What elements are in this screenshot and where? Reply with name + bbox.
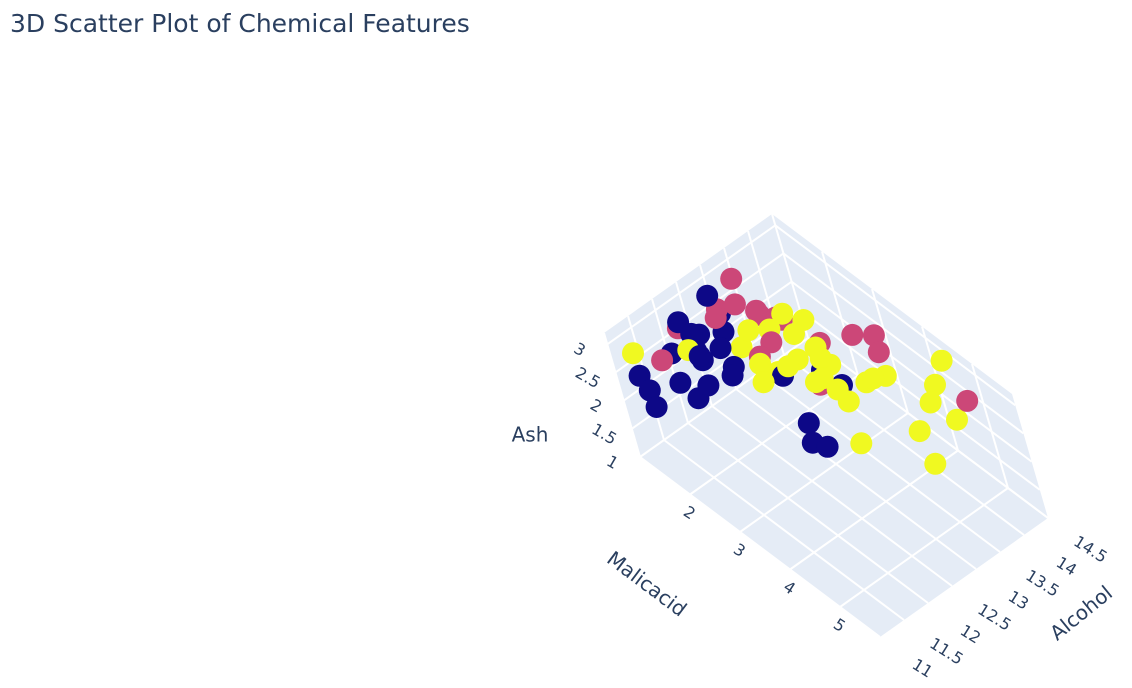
data-point-dark_blue[interactable]	[638, 379, 661, 402]
data-point-dark_blue[interactable]	[697, 374, 720, 397]
floor-pane	[640, 338, 1048, 637]
grid-line-y	[739, 412, 909, 533]
data-point-yellow[interactable]	[930, 349, 953, 372]
data-point-yellow[interactable]	[908, 420, 931, 443]
grid-line-y	[839, 487, 1009, 608]
data-point-yellow[interactable]	[850, 432, 873, 455]
data-point-magenta[interactable]	[867, 341, 890, 364]
data-point-dark_blue[interactable]	[669, 371, 692, 394]
data-point-magenta[interactable]	[720, 267, 743, 290]
data-point-yellow[interactable]	[809, 347, 832, 370]
chart-title: 3D Scatter Plot of Chemical Features	[10, 9, 470, 38]
data-point-yellow[interactable]	[749, 352, 772, 375]
y-tick-label: 2	[680, 502, 699, 523]
z-tick-label: 3	[571, 339, 589, 361]
y-tick-label: 5	[830, 614, 849, 635]
grid-line-y	[971, 363, 1009, 489]
data-point-yellow[interactable]	[752, 371, 775, 394]
x-tick-label: 12	[957, 621, 984, 648]
data-point-magenta[interactable]	[841, 323, 864, 346]
data-point-dark_blue[interactable]	[645, 396, 668, 418]
data-point-magenta[interactable]	[862, 324, 885, 347]
z-axis-title: Ash	[512, 423, 549, 447]
data-point-yellow[interactable]	[777, 355, 800, 378]
grid-line-z	[639, 337, 809, 458]
data-point-dark_blue[interactable]	[688, 345, 711, 367]
data-point-yellow[interactable]	[737, 319, 760, 342]
grid-line-z	[782, 252, 1025, 435]
data-point-yellow[interactable]	[730, 336, 753, 359]
x-tick-label: 14	[1053, 553, 1080, 580]
data-point-yellow[interactable]	[924, 452, 947, 475]
x-tick-label: 13	[1005, 587, 1032, 614]
axis-panes	[604, 214, 1048, 637]
data-point-magenta[interactable]	[723, 293, 746, 316]
data-point-yellow[interactable]	[919, 391, 942, 414]
data-point-dark_blue[interactable]	[696, 284, 719, 307]
z-tick-label: 1	[603, 451, 621, 473]
side-wall-pane	[772, 214, 1048, 518]
data-point-magenta[interactable]	[651, 349, 674, 372]
data-point-yellow[interactable]	[783, 323, 805, 345]
y-tick-label: 4	[780, 577, 799, 598]
data-point-dark_blue[interactable]	[709, 337, 732, 360]
data-points[interactable]	[622, 267, 979, 475]
z-tick-label: 1.5	[589, 419, 621, 448]
data-point-magenta[interactable]	[704, 307, 727, 329]
grid-line-y	[821, 251, 859, 376]
data-point-yellow[interactable]	[622, 342, 644, 365]
data-point-yellow[interactable]	[924, 373, 946, 396]
z-tick-label: 2.5	[572, 363, 604, 392]
grid-line-z	[774, 224, 1016, 407]
data-point-yellow[interactable]	[811, 367, 834, 390]
data-point-dark_blue[interactable]	[721, 364, 744, 387]
data-point-yellow[interactable]	[862, 367, 885, 390]
data-point-dark_blue[interactable]	[797, 412, 820, 435]
grid-line-x	[603, 332, 641, 458]
data-point-yellow[interactable]	[826, 378, 849, 401]
data-point-yellow[interactable]	[771, 302, 794, 325]
data-point-dark_blue[interactable]	[816, 435, 839, 458]
grid-line-z	[791, 280, 1033, 463]
grid-line-z	[799, 309, 1041, 491]
grid-line-z	[606, 224, 776, 346]
data-point-magenta[interactable]	[745, 299, 768, 322]
y-axis-title: Malicacid	[602, 546, 691, 621]
grid-line-y	[871, 288, 909, 414]
data-point-dark_blue[interactable]	[680, 322, 703, 345]
y-tick-label: 3	[730, 539, 749, 560]
z-tick-label: 2	[587, 395, 605, 417]
data-point-yellow[interactable]	[946, 408, 968, 431]
x-tick-label: 11	[909, 655, 936, 682]
data-point-magenta[interactable]	[956, 389, 979, 412]
